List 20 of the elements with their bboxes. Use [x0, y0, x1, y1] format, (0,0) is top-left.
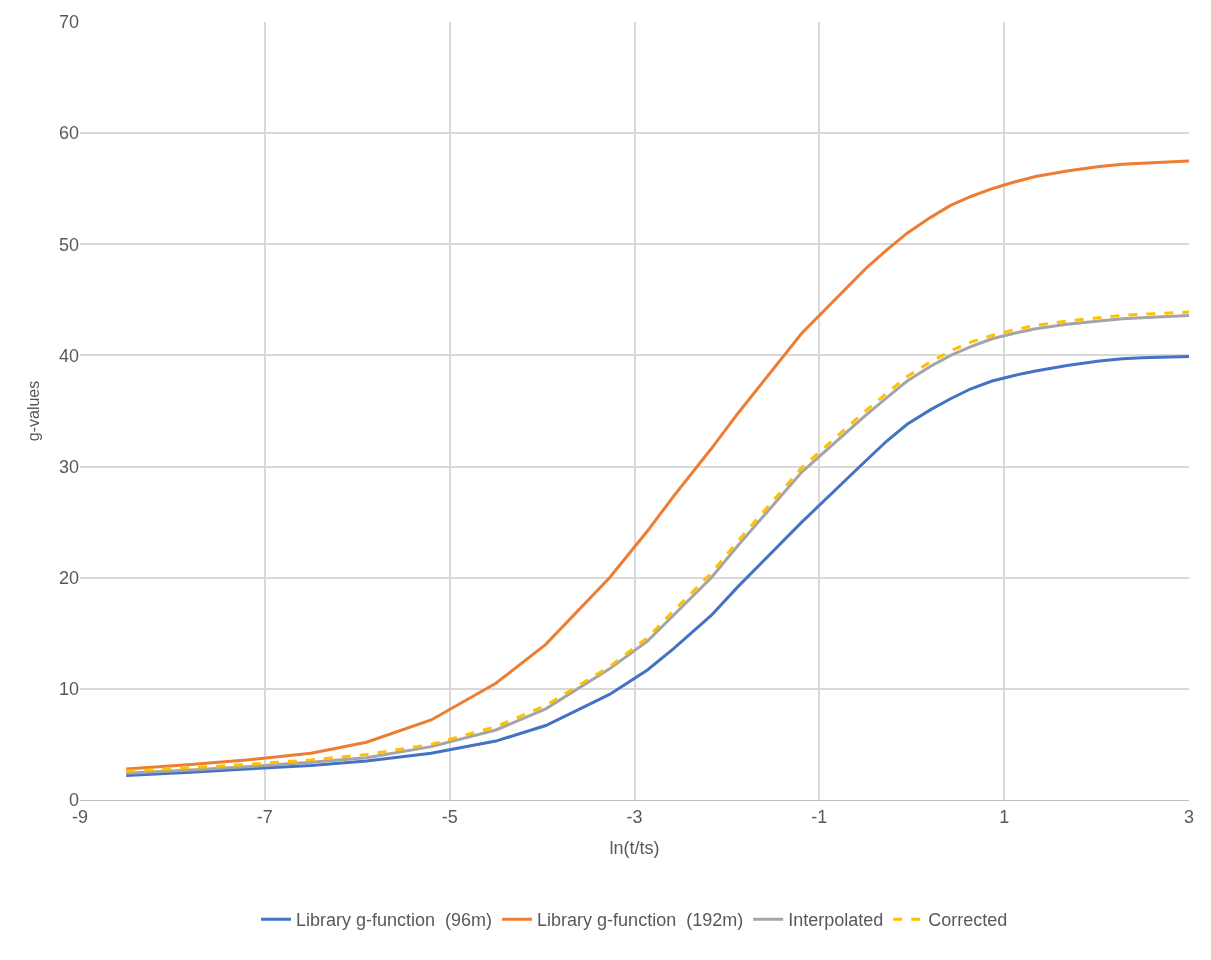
y-tick-label: 50 — [58, 234, 79, 255]
x-tick-label: -5 — [441, 806, 458, 827]
legend-label: Library g-function (192m) — [537, 910, 744, 931]
y-tick-label: 60 — [58, 123, 79, 144]
x-tick-label: -7 — [256, 806, 273, 827]
y-axis-title: g-values — [24, 380, 42, 442]
legend-label: Library g-function (96m) — [296, 910, 493, 931]
y-tick-label: 70 — [58, 12, 79, 33]
legend-label: Interpolated — [788, 910, 884, 931]
x-tick-label: -1 — [811, 806, 828, 827]
legend-label: Corrected — [928, 910, 1008, 931]
x-tick-label: 1 — [999, 806, 1010, 827]
y-tick-label: 30 — [58, 456, 79, 477]
x-tick-label: -3 — [626, 806, 643, 827]
y-tick-label: 40 — [58, 345, 79, 366]
line-series — [124, 159, 1189, 771]
x-tick-label: 3 — [1183, 806, 1195, 827]
x-axis-title: ln(t/ts) — [609, 837, 660, 858]
y-tick-label: 10 — [58, 679, 79, 700]
y-tick-label: 20 — [58, 568, 79, 589]
